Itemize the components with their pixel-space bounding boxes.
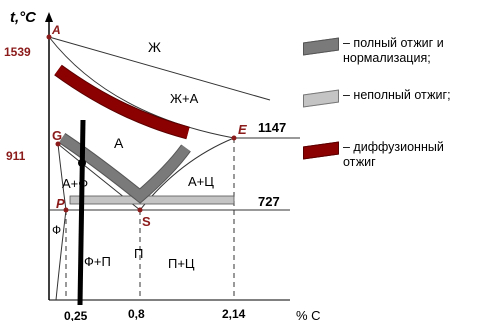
x-tick-025: 0,25: [64, 309, 88, 321]
pq-line: [55, 209, 67, 301]
legend-label-diffusion-annealing: – диффузионный отжиг: [343, 140, 444, 169]
region-pearlite-cementite-label: П+Ц: [168, 256, 195, 271]
region-ferrite-label: Ф: [52, 223, 61, 237]
legend-swatch-incomplete-annealing: [303, 89, 339, 108]
diffusion-annealing-band-fill: [54, 65, 190, 139]
point-s-label: S: [142, 214, 151, 229]
region-liquid-label: Ж: [148, 39, 161, 55]
region-austenite-cementite-label: А+Ц: [188, 174, 214, 189]
y-axis-title: t,°C: [10, 9, 37, 26]
legend-swatch-full-annealing: [303, 37, 339, 56]
intersection-point: [78, 159, 86, 167]
legend: – полный отжиг и нормализация; – неполны…: [303, 36, 481, 196]
temp-1147-label: 1147: [258, 120, 286, 135]
solidus-line: [48, 36, 235, 139]
point-g-label: G: [52, 128, 62, 143]
region-liquid-austenite-label: Ж+А: [170, 91, 199, 106]
legend-item-diffusion-annealing: – диффузионный отжиг: [303, 140, 481, 196]
region-pearlite-label: П: [134, 246, 143, 261]
region-austenite-label: А: [114, 135, 124, 151]
point-p-marker: [63, 207, 69, 213]
point-e-marker: [231, 135, 237, 141]
x-axis-title: % C: [296, 308, 321, 321]
point-g-marker: [55, 141, 61, 147]
incomplete-annealing-band: [69, 195, 235, 205]
liquidus-line: [48, 36, 271, 101]
point-a-marker: [46, 34, 52, 40]
x-tick-08: 0,8: [128, 307, 145, 321]
temp-911-label: 911: [6, 149, 26, 163]
point-s-marker: [137, 207, 143, 213]
region-austenite-ferrite-label: А+Ф: [62, 176, 88, 191]
legend-label-full-annealing: – полный отжиг и нормализация;: [343, 36, 444, 65]
legend-item-full-annealing: – полный отжиг и нормализация;: [303, 36, 481, 92]
y-axis-arrow-icon: [45, 12, 53, 22]
gp-line: [57, 143, 67, 211]
temp-727-label: 727: [258, 194, 280, 209]
x-tick-214: 2,14: [222, 307, 246, 321]
region-ferrite-pearlite-label: Ф+П: [84, 254, 111, 269]
temp-1539-label: 1539: [4, 45, 31, 59]
point-e-label: E: [238, 122, 247, 137]
legend-label-incomplete-annealing: – неполный отжиг;: [343, 88, 451, 102]
composition-line-025: [77, 119, 86, 306]
point-p-label: P: [56, 196, 65, 211]
legend-swatch-diffusion-annealing: [303, 141, 339, 160]
point-a-label: A: [51, 23, 61, 37]
legend-item-incomplete-annealing: – неполный отжиг;: [303, 88, 481, 144]
